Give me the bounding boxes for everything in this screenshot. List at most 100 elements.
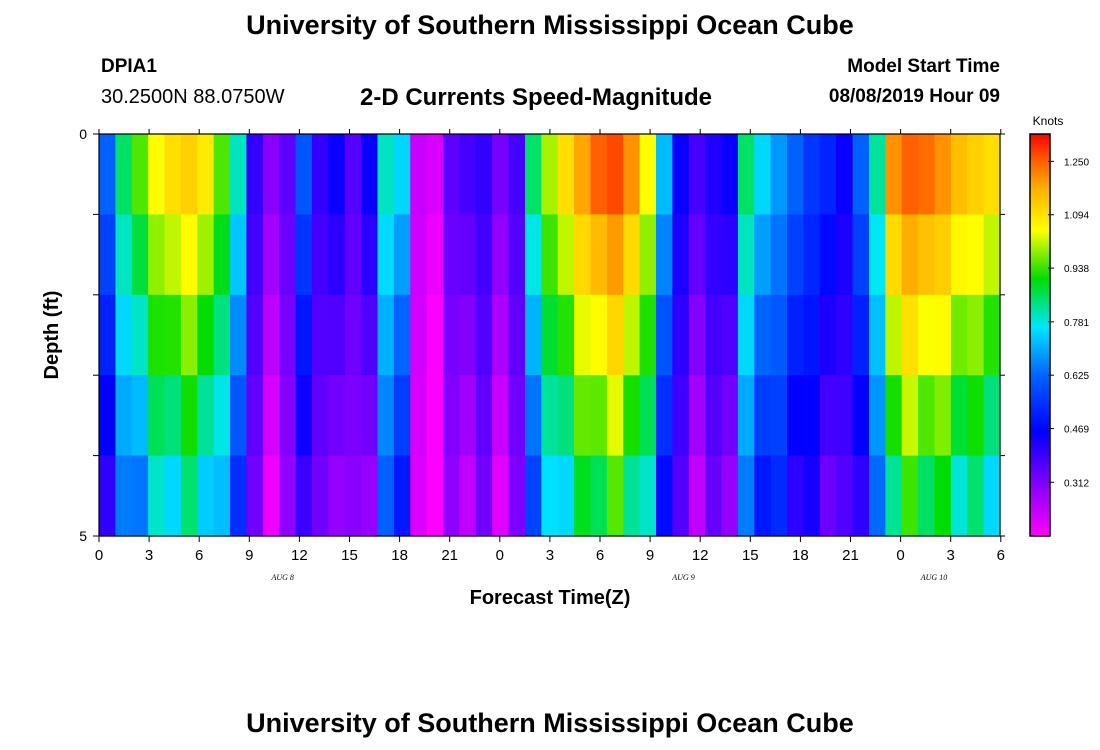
heatmap-cell bbox=[164, 214, 182, 296]
heatmap-cell bbox=[705, 294, 723, 376]
heatmap-cell bbox=[836, 294, 854, 376]
heatmap-cell bbox=[787, 134, 805, 215]
heatmap-cell bbox=[770, 455, 788, 537]
heatmap-cell bbox=[115, 455, 133, 537]
heatmap-cell bbox=[950, 294, 968, 376]
heatmap-cell bbox=[688, 214, 706, 296]
heatmap-cell bbox=[524, 214, 542, 296]
heatmap-cell bbox=[344, 455, 362, 537]
heatmap-cell bbox=[443, 375, 460, 457]
heatmap-cell bbox=[492, 134, 510, 215]
heatmap-cell bbox=[803, 375, 821, 457]
heatmap-cell bbox=[852, 214, 870, 296]
heatmap-cell bbox=[508, 134, 526, 215]
heatmap-cell bbox=[246, 294, 264, 376]
heatmap-cell bbox=[492, 294, 510, 376]
heatmap-cell bbox=[721, 134, 739, 215]
heatmap-cell bbox=[393, 375, 411, 457]
date-label: AUG 8 bbox=[270, 573, 293, 582]
x-tick-label: 21 bbox=[842, 547, 859, 564]
heatmap-cell bbox=[492, 375, 510, 457]
heatmap-cell bbox=[262, 214, 280, 296]
heatmap-cell bbox=[99, 134, 116, 215]
heatmap-cells bbox=[99, 134, 1001, 537]
heatmap-cell bbox=[230, 134, 248, 215]
heatmap-cell bbox=[230, 375, 248, 457]
heatmap-cell bbox=[492, 214, 510, 296]
heatmap-cell bbox=[737, 214, 755, 296]
x-axis: 0 3 6 9 12 15 18 21 0 3 6 9 12 15 18 21 0 3 6 bbox=[95, 129, 1005, 564]
y-tick-label: 5 bbox=[79, 528, 87, 544]
heatmap-cell bbox=[311, 455, 329, 537]
heatmap-cell bbox=[295, 294, 313, 376]
heatmap-cell bbox=[639, 294, 657, 376]
heatmap-cell bbox=[836, 134, 854, 215]
heatmap-cell bbox=[164, 375, 182, 457]
heatmap-cell bbox=[803, 294, 821, 376]
heatmap-cell bbox=[279, 294, 297, 376]
model-start-label: Model Start Time bbox=[847, 56, 1000, 77]
heatmap-cell bbox=[393, 294, 411, 376]
colorbar-unit-label: Knots bbox=[1033, 114, 1064, 128]
heatmap-cell bbox=[688, 294, 706, 376]
heatmap-cell bbox=[639, 375, 657, 457]
heatmap-cell bbox=[131, 455, 149, 537]
heatmap-cell bbox=[262, 375, 280, 457]
heatmap-cell bbox=[574, 375, 592, 457]
heatmap-cell bbox=[426, 214, 444, 296]
date-labels: AUG 8 AUG 9 AUG 10 bbox=[270, 573, 947, 582]
heatmap-cell bbox=[524, 134, 542, 215]
x-tick-label: 0 bbox=[95, 547, 103, 564]
heatmap-cell bbox=[967, 455, 985, 537]
heatmap-cell bbox=[246, 214, 264, 296]
heatmap-cell bbox=[803, 214, 821, 296]
x-tick-label: 3 bbox=[546, 547, 554, 564]
heatmap-cell bbox=[705, 214, 723, 296]
heatmap-cell bbox=[836, 214, 854, 296]
heatmap-cell bbox=[180, 375, 198, 457]
heatmap-cell bbox=[688, 134, 706, 215]
heatmap-cell bbox=[770, 375, 788, 457]
heatmap-cell bbox=[557, 134, 575, 215]
x-tick-label: 0 bbox=[496, 547, 504, 564]
heatmap-cell bbox=[213, 375, 231, 457]
heatmap-cell bbox=[787, 294, 805, 376]
heatmap-cell bbox=[459, 294, 477, 376]
heatmap-cell bbox=[950, 134, 968, 215]
heatmap-cell bbox=[983, 455, 1001, 537]
heatmap-cell bbox=[475, 375, 493, 457]
heatmap-cell bbox=[213, 294, 231, 376]
heatmap-cell bbox=[901, 375, 919, 457]
heatmap-cell bbox=[803, 134, 821, 215]
heatmap-cell bbox=[443, 214, 460, 296]
y-axis-label: Depth (ft) bbox=[41, 291, 63, 380]
heatmap-cell bbox=[115, 294, 133, 376]
heatmap-cell bbox=[131, 294, 149, 376]
x-tick-label: 9 bbox=[245, 547, 253, 564]
heatmap-cell bbox=[590, 214, 608, 296]
heatmap-cell bbox=[754, 294, 772, 376]
footer-title: University of Southern Mississippi Ocean… bbox=[246, 708, 854, 738]
x-tick-label: 3 bbox=[145, 547, 153, 564]
heatmap-cell bbox=[672, 134, 690, 215]
heatmap-cell bbox=[852, 375, 870, 457]
date-label: AUG 9 bbox=[671, 573, 694, 582]
heatmap-cell bbox=[852, 294, 870, 376]
heatmap-cell bbox=[344, 134, 362, 215]
heatmap-cell bbox=[344, 294, 362, 376]
heatmap-cell bbox=[541, 134, 559, 215]
heatmap-cell bbox=[803, 455, 821, 537]
heatmap-cell bbox=[148, 375, 166, 457]
heatmap-cell bbox=[901, 214, 919, 296]
heatmap-cell bbox=[918, 375, 936, 457]
heatmap-cell bbox=[148, 455, 166, 537]
heatmap-cell bbox=[475, 455, 493, 537]
heatmap-cell bbox=[967, 375, 985, 457]
heatmap-cell bbox=[787, 455, 805, 537]
heatmap-cell bbox=[180, 134, 198, 215]
heatmap-cell bbox=[819, 214, 837, 296]
heatmap-cell bbox=[131, 134, 149, 215]
x-tick-label: 21 bbox=[441, 547, 458, 564]
heatmap-cell bbox=[606, 134, 624, 215]
